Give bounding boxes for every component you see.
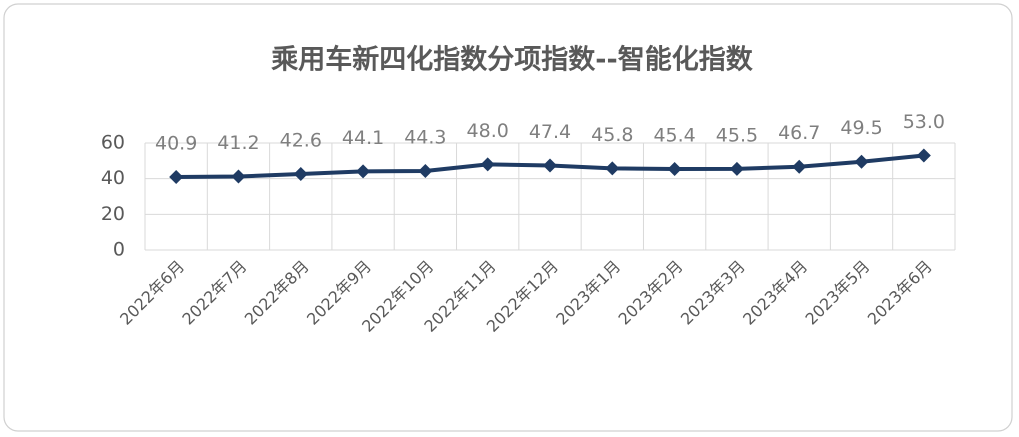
chart-border: [3, 3, 1013, 432]
data-marker: [480, 157, 495, 172]
y-tick-label: 60: [101, 132, 125, 154]
y-tick-label: 0: [113, 239, 125, 261]
value-label: 45.4: [653, 125, 695, 147]
value-label: 47.4: [529, 121, 571, 143]
data-marker: [231, 169, 246, 184]
data-marker: [605, 161, 620, 176]
value-label: 46.7: [778, 122, 820, 144]
value-label: 45.8: [591, 124, 633, 146]
value-label: 40.9: [155, 133, 197, 155]
value-label: 48.0: [467, 120, 509, 142]
value-label: 53.0: [903, 111, 945, 133]
value-label: 45.5: [716, 124, 758, 146]
data-marker: [543, 158, 557, 173]
y-tick-label: 40: [101, 167, 125, 189]
data-marker: [792, 159, 807, 174]
data-marker: [356, 164, 371, 179]
value-label: 49.5: [840, 117, 882, 139]
value-label: 44.3: [404, 126, 446, 148]
chart-title: 乘用车新四化指数分项指数--智能化指数: [270, 44, 753, 76]
data-marker: [418, 163, 433, 178]
data-marker: [169, 170, 184, 185]
data-marker: [854, 154, 869, 169]
value-label: 42.6: [280, 130, 322, 152]
value-label: 44.1: [342, 127, 384, 149]
data-marker: [916, 148, 931, 163]
data-marker: [729, 161, 744, 176]
data-marker: [293, 167, 308, 182]
data-marker: [667, 162, 682, 177]
y-tick-label: 20: [101, 203, 125, 225]
value-label: 41.2: [217, 132, 259, 154]
